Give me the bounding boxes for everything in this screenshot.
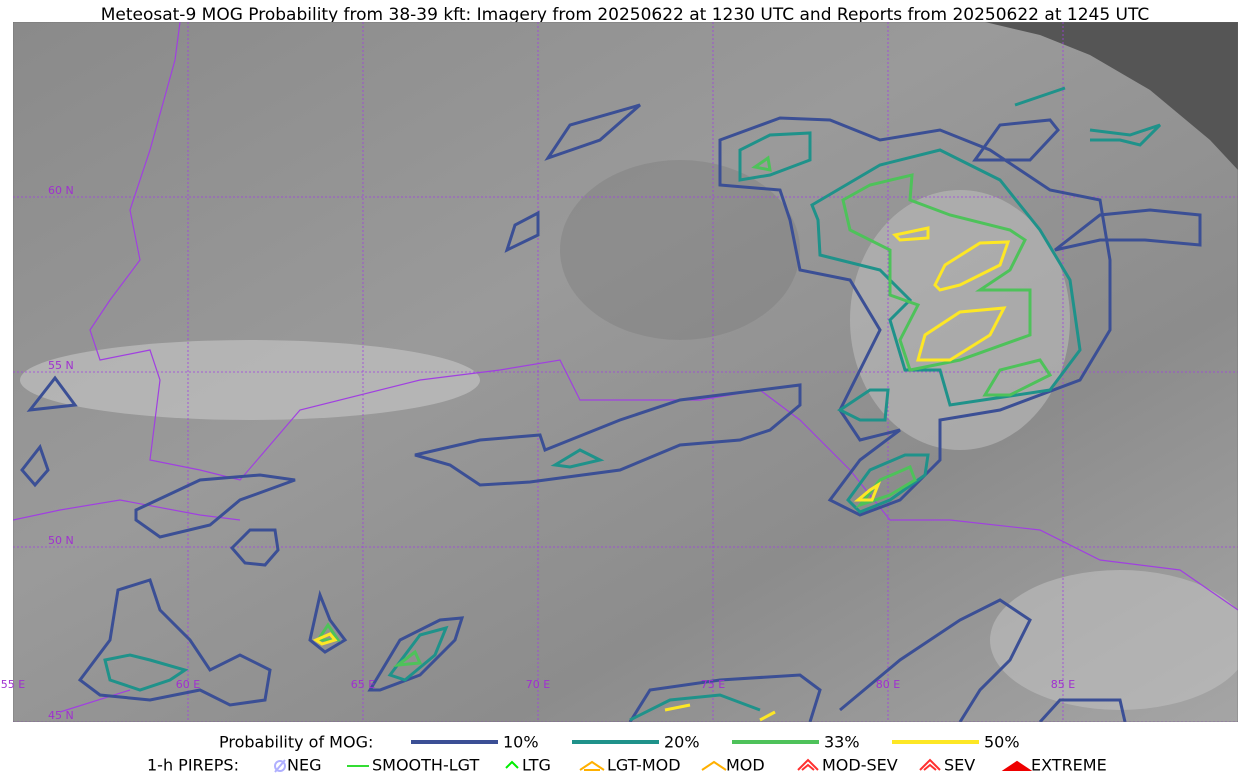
contour-50 <box>312 226 1011 722</box>
legend-label: 33% <box>824 733 860 752</box>
pirep-symbol <box>274 759 287 773</box>
latitude-label: 45 N <box>48 709 74 722</box>
legend-title: Probability of MOG: <box>219 733 373 752</box>
longitude-label: 80 E <box>876 678 900 691</box>
cloud <box>560 160 800 340</box>
legend-label: NEG <box>287 756 321 775</box>
graticule: 60 N 55 N 50 N 45 N <box>13 22 1238 722</box>
border <box>89 22 1238 611</box>
contour-10 <box>544 103 1112 517</box>
no-data <box>985 22 1238 170</box>
contour-20 <box>103 86 1162 722</box>
legend-label: SEV <box>944 756 975 775</box>
legend-label: MOD-SEV <box>822 756 898 775</box>
pirep-symbol <box>797 758 819 771</box>
border <box>13 499 241 713</box>
longitude-label: 60 E <box>176 678 200 691</box>
pirep-symbol <box>1001 760 1033 771</box>
pirep-symbol <box>579 760 605 771</box>
cloud <box>990 570 1238 710</box>
longitude-label: 55 E <box>1 678 25 691</box>
pirep-symbol <box>919 758 941 771</box>
legend-label: 50% <box>984 733 1020 752</box>
pirep-symbol <box>505 760 519 769</box>
pirep-symbol <box>701 760 727 771</box>
contour-10 <box>77 383 802 707</box>
legend-label: 20% <box>664 733 700 752</box>
contour-10 <box>20 118 1202 722</box>
latitude-label: 50 N <box>48 534 74 547</box>
legend-title: 1-h PIREPS: <box>147 756 239 775</box>
legend-label: LGT-MOD <box>607 756 681 775</box>
longitude-label: 70 E <box>526 678 550 691</box>
cloud <box>20 340 480 420</box>
cloud <box>850 190 1070 450</box>
longitude-label: 85 E <box>1051 678 1075 691</box>
legend-label: EXTREME <box>1031 756 1107 775</box>
title: Meteosat-9 MOG Probability from 38-39 kf… <box>101 5 1150 25</box>
contour-33 <box>315 155 1053 667</box>
longitude-label: 65 E <box>351 678 375 691</box>
legend-label: SMOOTH-LGT <box>372 756 479 775</box>
legend-label: LTG <box>522 756 551 775</box>
latitude-label: 55 N <box>48 359 74 372</box>
latitude-label: 60 N <box>48 184 74 197</box>
map: 60 N 55 N 50 N 45 N <box>13 22 1238 722</box>
legend-label: MOD <box>726 756 765 775</box>
legend: Probability of MOG: 10% 20% 33% 50% 1-h PIREP… <box>147 733 1107 775</box>
legend-label: 10% <box>503 733 539 752</box>
longitude-label: 75 E <box>701 678 725 691</box>
